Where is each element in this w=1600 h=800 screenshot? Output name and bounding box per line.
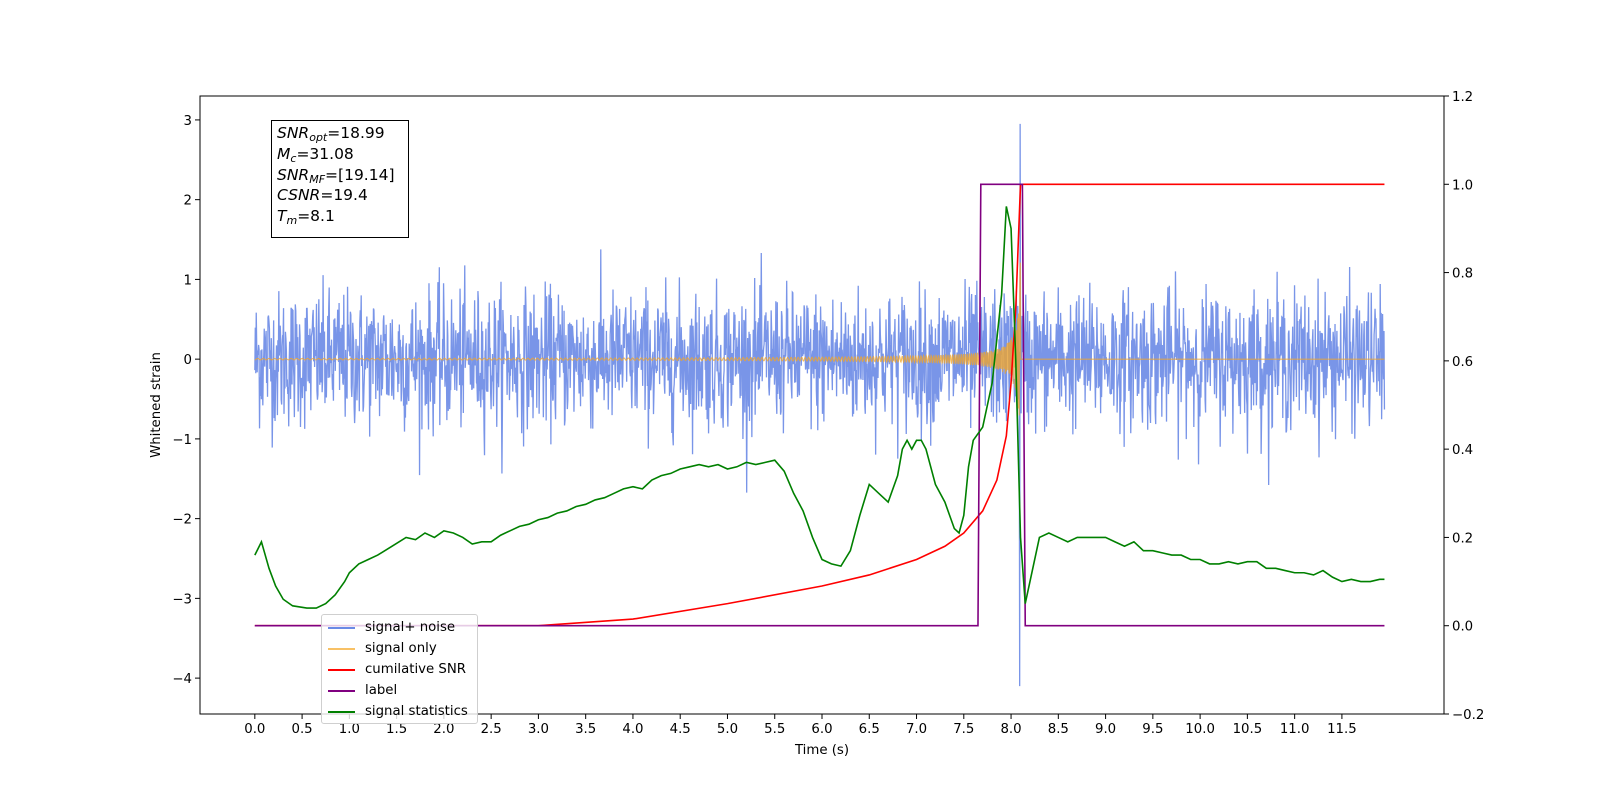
series-layer bbox=[254, 123, 1386, 687]
x-tick-label: 10.5 bbox=[1233, 722, 1263, 737]
legend-swatch-label bbox=[328, 689, 355, 692]
annotation-box: SNRopt=18.99 Mc=31.08 SNRMF=[19.14] CSNR… bbox=[271, 120, 409, 238]
legend-label-signal-only: signal only bbox=[365, 641, 437, 656]
y-tick-label: 1 bbox=[184, 273, 192, 288]
x-tick-label: 6.0 bbox=[811, 722, 832, 737]
legend-item-signal-statistics: signal statistics bbox=[328, 701, 477, 722]
series-signal-statistics bbox=[254, 206, 1385, 609]
series-signal-noise bbox=[254, 123, 1386, 687]
legend-label-signal-noise: signal+ noise bbox=[365, 620, 456, 635]
y-tick-label: −3 bbox=[172, 592, 192, 607]
x-tick-label: 9.0 bbox=[1095, 722, 1116, 737]
y2-tick-label: 0.0 bbox=[1452, 620, 1473, 635]
y2-tick-label: 0.4 bbox=[1452, 443, 1473, 458]
x-tick-label: 3.0 bbox=[528, 722, 549, 737]
y2-tick-label: −0.2 bbox=[1452, 708, 1484, 723]
legend-item-cumulative-snr: cumilative SNR bbox=[328, 659, 477, 680]
y2-tick-label: 1.0 bbox=[1452, 178, 1473, 193]
x-tick-label: 1.5 bbox=[386, 722, 407, 737]
x-tick-label: 2.0 bbox=[433, 722, 454, 737]
y-tick-label: 2 bbox=[184, 194, 192, 209]
legend-swatch-signal-noise bbox=[328, 626, 355, 629]
x-tick-label: 6.5 bbox=[859, 722, 880, 737]
y-tick-label: −2 bbox=[172, 513, 192, 528]
y2-tick-label: 0.6 bbox=[1452, 355, 1473, 370]
x-tick-label: 7.0 bbox=[906, 722, 927, 737]
x-tick-label: 5.0 bbox=[717, 722, 738, 737]
legend-label-signal-statistics: signal statistics bbox=[365, 704, 468, 719]
x-tick-label: 3.5 bbox=[575, 722, 596, 737]
x-tick-label: 0.0 bbox=[244, 722, 265, 737]
legend-swatch-signal-only bbox=[328, 647, 355, 650]
annotation-snr-mf: SNRMF=[19.14] bbox=[277, 165, 395, 186]
x-tick-label: 4.0 bbox=[622, 722, 643, 737]
x-tick-label: 9.5 bbox=[1142, 722, 1163, 737]
legend-swatch-cumulative-snr bbox=[328, 668, 355, 671]
x-tick-label: 8.0 bbox=[1000, 722, 1021, 737]
legend: signal+ noise signal only cumilative SNR… bbox=[321, 614, 478, 724]
y-tick-label: −1 bbox=[172, 433, 192, 448]
series-signal-only bbox=[254, 262, 1385, 416]
legend-item-signal-only: signal only bbox=[328, 638, 477, 659]
y2-tick-label: 0.8 bbox=[1452, 267, 1473, 282]
x-tick-label: 0.5 bbox=[292, 722, 313, 737]
annotation-tm: Tm=8.1 bbox=[277, 207, 335, 228]
x-tick-label: 2.5 bbox=[481, 722, 502, 737]
x-tick-label: 7.5 bbox=[953, 722, 974, 737]
x-tick-label: 11.5 bbox=[1327, 722, 1357, 737]
y-tick-label: 0 bbox=[184, 353, 192, 368]
x-tick-label: 11.0 bbox=[1280, 722, 1310, 737]
annotation-snr-opt: SNRopt=18.99 bbox=[277, 124, 385, 144]
legend-swatch-signal-statistics bbox=[328, 710, 355, 713]
x-tick-label: 4.5 bbox=[670, 722, 691, 737]
x-tick-label: 1.0 bbox=[339, 722, 360, 737]
y2-tick-label: 1.2 bbox=[1452, 90, 1473, 105]
annotation-mc: Mc=31.08 bbox=[277, 144, 354, 165]
x-tick-label: 8.5 bbox=[1048, 722, 1069, 737]
y-tick-label: 3 bbox=[184, 114, 192, 129]
legend-label-cumulative-snr: cumilative SNR bbox=[365, 662, 467, 677]
x-tick-label: 10.0 bbox=[1185, 722, 1215, 737]
y-tick-label: −4 bbox=[172, 672, 192, 687]
series-label bbox=[254, 183, 1385, 627]
legend-item-signal-noise: signal+ noise bbox=[328, 617, 477, 638]
y2-tick-label: 0.2 bbox=[1452, 531, 1473, 546]
x-axis-label: Time (s) bbox=[794, 743, 849, 758]
legend-item-label: label bbox=[328, 680, 477, 701]
series-cumulative-snr bbox=[254, 183, 1385, 627]
legend-label-label: label bbox=[365, 683, 398, 698]
x-tick-label: 5.5 bbox=[764, 722, 785, 737]
y-axis-label: Whitened strain bbox=[149, 352, 164, 458]
annotation-csnr: CSNR=19.4 bbox=[277, 186, 368, 205]
axes-layer: 0.0 0.5 1.0 1.5 2.0 2.5 3.0 3.5 4.0 4.5 5.0 5.5 6.0 6… bbox=[172, 90, 1484, 737]
